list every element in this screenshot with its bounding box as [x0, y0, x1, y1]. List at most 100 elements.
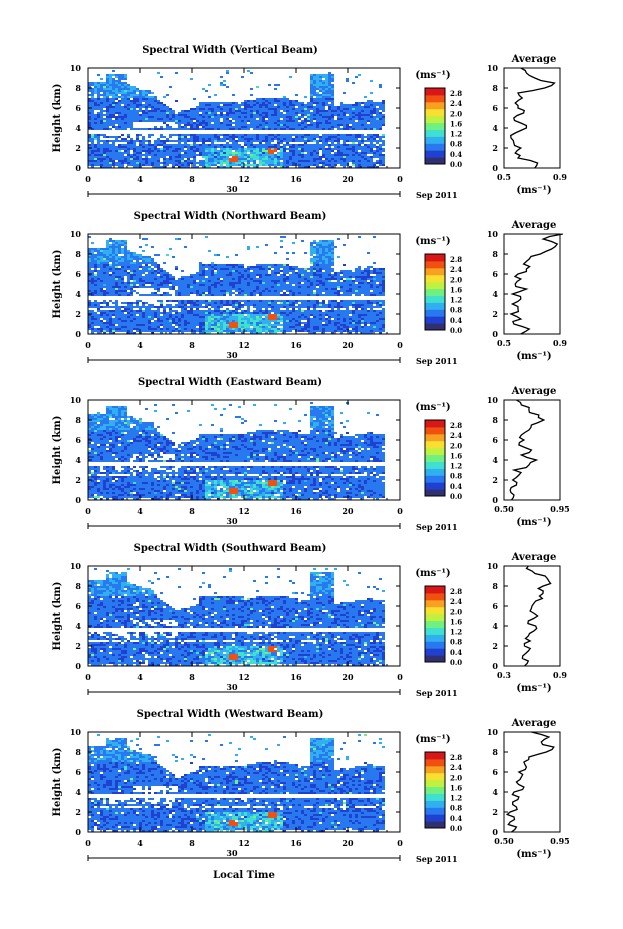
heatmap-cell	[340, 122, 343, 124]
heatmap-cell	[94, 320, 97, 322]
heatmap-cell	[124, 284, 127, 286]
heatmap-cell	[355, 150, 358, 152]
heatmap-cell	[217, 278, 220, 280]
heatmap-cell	[379, 154, 382, 156]
heatmap-cell	[124, 146, 127, 148]
heatmap-cell	[178, 302, 181, 304]
heatmap-cell	[223, 320, 226, 322]
heatmap-cell	[166, 106, 169, 108]
heatmap-cell	[256, 264, 259, 266]
heatmap-cell	[322, 124, 325, 126]
heatmap-cell	[145, 128, 148, 130]
heatmap-cell	[193, 154, 196, 156]
heatmap-cell	[199, 330, 202, 332]
heatmap-cell	[211, 324, 214, 326]
heatmap-cell	[217, 106, 220, 108]
heatmap-cell	[238, 282, 241, 284]
heatmap-cell	[112, 126, 115, 128]
heatmap-cell	[199, 268, 202, 270]
heatmap-cell	[139, 262, 142, 264]
heatmap-cell	[121, 244, 124, 246]
heatmap-cell	[238, 300, 241, 302]
heatmap-cell	[346, 158, 349, 160]
heatmap-cell	[322, 140, 325, 142]
heatmap-cell	[121, 266, 124, 268]
heatmap-cell	[100, 104, 103, 106]
heatmap-cell	[94, 278, 97, 280]
heatmap-cell	[370, 128, 373, 130]
heatmap-cell	[109, 292, 112, 294]
heatmap-cell	[127, 268, 130, 270]
heatmap-cell	[169, 110, 172, 112]
heatmap-cell	[217, 304, 220, 306]
heatmap-cell	[370, 122, 373, 124]
heatmap-cell	[343, 110, 346, 112]
heatmap-cell	[256, 302, 259, 304]
heatmap-cell	[190, 148, 193, 150]
heatmap-cell	[106, 324, 109, 326]
heatmap-cell	[181, 116, 184, 118]
heatmap-cell	[172, 152, 175, 154]
heatmap-cell	[151, 150, 154, 152]
heatmap-cell	[229, 136, 232, 138]
heatmap-cell	[301, 160, 304, 162]
heatmap-cell	[145, 264, 148, 266]
heatmap-cell	[181, 306, 184, 308]
heatmap-cell	[292, 160, 295, 162]
heatmap-cell	[91, 144, 94, 146]
heatmap-cell	[136, 280, 139, 282]
heatmap-cell	[94, 114, 97, 116]
heatmap-cell	[340, 124, 343, 126]
heatmap-cell	[97, 100, 100, 102]
heatmap-cell	[229, 112, 232, 114]
heatmap-cell	[124, 258, 127, 260]
heatmap-cell	[310, 108, 313, 110]
heatmap-cell	[103, 264, 106, 266]
heatmap-cell	[139, 254, 142, 256]
heatmap-cell	[103, 294, 106, 296]
heatmap-cell	[364, 96, 367, 98]
heatmap-cell	[112, 124, 115, 126]
heatmap-cell	[139, 120, 142, 122]
heatmap-cell	[217, 156, 220, 158]
heatmap-cell	[160, 104, 163, 106]
heatmap-cell	[292, 104, 295, 106]
heatmap-cell	[223, 304, 226, 306]
heatmap-cell	[115, 284, 118, 286]
heatmap-cell	[106, 260, 109, 262]
heatmap-cell	[346, 126, 349, 128]
heatmap-cell	[238, 276, 241, 278]
heatmap-cell	[376, 110, 379, 112]
heatmap-cell	[322, 80, 325, 82]
heatmap-cell	[154, 150, 157, 152]
heatmap-cell	[166, 152, 169, 154]
heatmap-cell	[91, 274, 94, 276]
heatmap-cell	[187, 278, 190, 280]
heatmap-cell	[103, 272, 106, 274]
heatmap-cell	[142, 278, 145, 280]
heatmap-cell	[88, 120, 91, 122]
heatmap-cell	[265, 164, 268, 166]
heatmap-cell	[100, 82, 103, 84]
heatmap-cell	[262, 110, 265, 112]
heatmap-cell	[148, 294, 151, 296]
heatmap-cell	[190, 288, 193, 290]
heatmap-cell	[358, 114, 361, 116]
heatmap-cell	[328, 116, 331, 118]
heatmap-cell	[241, 118, 244, 120]
heatmap-cell	[229, 276, 232, 278]
heatmap-cell	[250, 142, 253, 144]
heatmap-cell	[115, 140, 118, 142]
heatmap-cell	[94, 256, 97, 258]
heatmap-cell	[145, 98, 148, 100]
heatmap-cell	[232, 324, 235, 326]
heatmap-cell	[355, 116, 358, 118]
heatmap-cell	[199, 274, 202, 276]
heatmap-cell	[373, 126, 376, 128]
heatmap-cell	[145, 100, 148, 102]
heatmap-cell	[244, 322, 247, 324]
heatmap-cell	[100, 118, 103, 120]
heatmap-cell	[151, 112, 154, 114]
heatmap-cell	[184, 292, 187, 294]
heatmap-cell	[346, 128, 349, 130]
